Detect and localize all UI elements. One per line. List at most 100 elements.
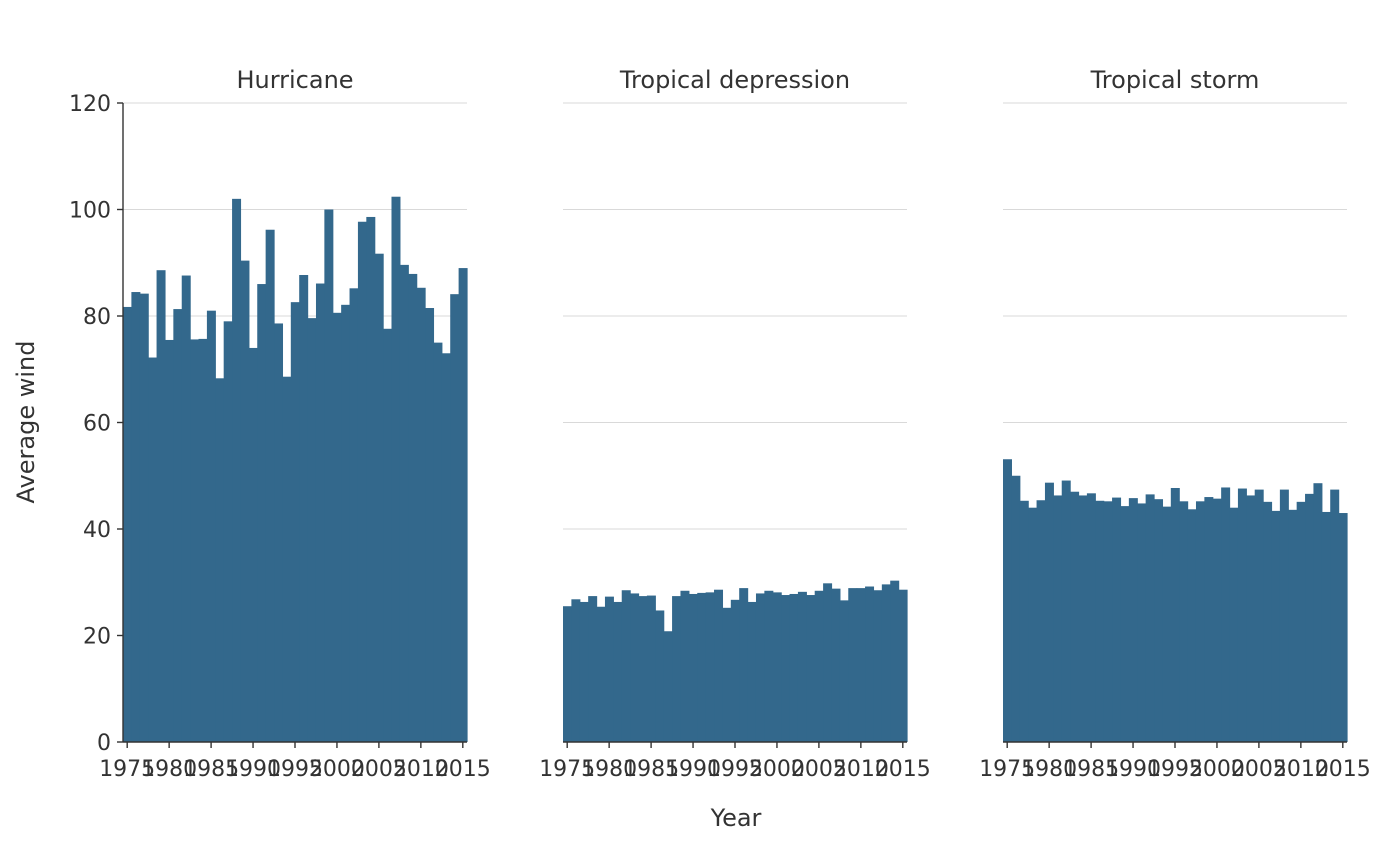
x-tick-label: 1980 [1021, 757, 1077, 782]
bar [1053, 495, 1063, 742]
bar [190, 339, 200, 742]
bar [274, 323, 284, 742]
x-tick-label: 1990 [225, 757, 281, 782]
x-tick-label: 1995 [1147, 757, 1203, 782]
bar [391, 196, 401, 743]
x-tick-label: 1985 [1063, 757, 1119, 782]
bar [1263, 501, 1273, 742]
bar [730, 599, 740, 742]
bar [399, 264, 409, 742]
bar [1187, 509, 1197, 742]
bar [299, 274, 309, 742]
bar [814, 590, 824, 742]
bar [596, 606, 606, 742]
x-axis-title: Year [710, 804, 762, 832]
bar [697, 592, 707, 742]
bar [248, 347, 258, 742]
x-tick-label: 2015 [435, 757, 491, 782]
bar [257, 284, 267, 742]
bar [357, 221, 367, 742]
bar [1128, 498, 1138, 742]
bar [1330, 489, 1340, 742]
y-tick-label: 40 [83, 518, 111, 543]
bar [1254, 489, 1264, 742]
bar [366, 216, 376, 742]
bar [223, 321, 233, 742]
bar [458, 268, 468, 742]
bar [1313, 483, 1323, 742]
bar [1078, 495, 1088, 742]
bar [747, 601, 757, 742]
x-tick-label: 2000 [749, 757, 805, 782]
bar [797, 591, 807, 742]
bar [349, 288, 359, 742]
bar [164, 339, 174, 742]
bar [282, 376, 292, 742]
bar [1086, 493, 1096, 742]
bar [823, 583, 833, 742]
bar [579, 601, 589, 742]
bar [848, 588, 858, 742]
bar [123, 306, 132, 742]
bar [781, 595, 791, 742]
bar [433, 342, 443, 742]
bar [588, 596, 598, 742]
y-tick-label: 80 [83, 305, 111, 330]
x-tick-label: 2005 [351, 757, 407, 782]
bar [714, 589, 724, 742]
bar [374, 253, 384, 742]
bar [638, 596, 648, 742]
bar [663, 631, 673, 742]
x-tick-label: 1990 [665, 757, 721, 782]
x-tick-label: 2010 [833, 757, 889, 782]
x-tick-label: 2005 [791, 757, 847, 782]
bar [1195, 501, 1205, 742]
bar [307, 318, 317, 742]
bar [173, 309, 183, 742]
bar [139, 293, 149, 742]
x-tick-label: 1995 [267, 757, 323, 782]
bar [383, 328, 393, 742]
bar [198, 338, 208, 742]
bar [613, 601, 623, 742]
bar [1296, 501, 1306, 742]
bar [315, 283, 325, 742]
x-tick-label: 2000 [309, 757, 365, 782]
x-tick-label: 1995 [707, 757, 763, 782]
bar [1204, 497, 1214, 742]
bar [156, 270, 166, 742]
x-tick-label: 1985 [183, 757, 239, 782]
bar [341, 304, 351, 742]
bar [1305, 493, 1315, 742]
bar [240, 260, 250, 742]
y-tick-label: 60 [83, 412, 111, 437]
x-tick-label: 1990 [1105, 757, 1161, 782]
x-tick-label: 1980 [581, 757, 637, 782]
bar [881, 584, 891, 742]
bar [1120, 506, 1130, 742]
bar [441, 353, 451, 742]
bar [755, 593, 765, 742]
bar [131, 292, 141, 742]
bar [772, 592, 782, 742]
y-tick-label: 0 [97, 731, 111, 756]
bar [1044, 482, 1054, 742]
x-tick-label: 1980 [141, 757, 197, 782]
bar [1338, 513, 1348, 742]
bar [789, 593, 799, 742]
bar [181, 275, 191, 742]
bar [604, 596, 614, 742]
bar [148, 357, 158, 742]
bar [1070, 491, 1080, 742]
facets-group: 197519801985199019952000200520102015Hurr… [69, 66, 1371, 782]
x-tick-label: 1985 [623, 757, 679, 782]
bar [655, 610, 665, 742]
bar [1271, 510, 1281, 742]
bar [1003, 459, 1012, 742]
bar [1179, 501, 1189, 742]
bar [215, 378, 225, 742]
bar [1154, 499, 1164, 742]
